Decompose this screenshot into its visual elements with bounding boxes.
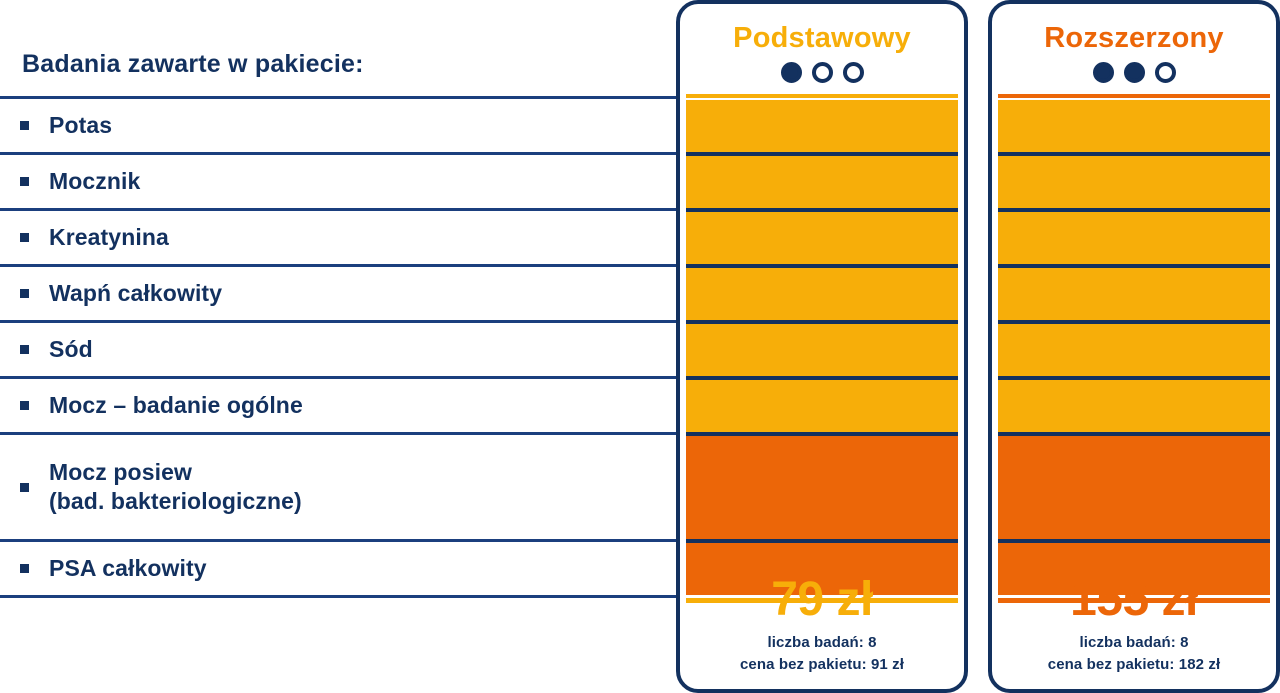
bar-divider — [686, 152, 958, 156]
bar-divider — [998, 432, 1270, 436]
list-divider — [0, 96, 676, 99]
test-list: Potas Mocznik Kreatynina Wapń całkowity Sód M… — [0, 96, 676, 598]
level-dot-filled-icon — [780, 62, 802, 83]
package-bars-basic — [686, 100, 958, 595]
package-bar — [998, 100, 1270, 152]
bar-divider — [686, 376, 958, 380]
package-regular-price-basic: cena bez pakietu: 91 zł — [739, 655, 905, 673]
package-bar — [998, 436, 1270, 539]
bullet-icon — [20, 121, 29, 130]
list-item: Kreatynina — [0, 211, 676, 264]
bar-divider — [686, 539, 958, 543]
bar-divider — [998, 539, 1270, 543]
package-title-extended: Rozszerzony — [1044, 22, 1224, 54]
bar-divider — [998, 208, 1270, 212]
package-bar — [998, 380, 1270, 432]
list-item: Mocz – badanie ogólne — [0, 379, 676, 432]
package-tests-count-extended: liczba badań: 8 — [1079, 634, 1189, 651]
package-bar — [998, 156, 1270, 208]
bar-divider — [998, 264, 1270, 268]
level-dot-empty-icon — [842, 62, 864, 83]
package-footer-extended: 155 zł liczba badań: 8 cena bez pakietu:… — [992, 564, 1276, 689]
package-bar — [998, 268, 1270, 320]
bar-divider — [686, 320, 958, 324]
package-bar — [686, 543, 958, 595]
package-bar — [686, 324, 958, 376]
footer-separator-extended — [998, 598, 1270, 603]
package-bar — [686, 212, 958, 264]
package-price-basic: 79 zł — [771, 573, 873, 626]
package-bar — [998, 324, 1270, 376]
list-item: Mocz posiew (bad. bakteriologiczne) — [0, 435, 676, 539]
header-separator-extended — [998, 94, 1270, 98]
bar-divider — [998, 320, 1270, 324]
package-header-basic: Podstawowy — [680, 4, 964, 96]
package-bar — [686, 268, 958, 320]
package-bar — [998, 212, 1270, 264]
list-item-label: Mocznik — [49, 168, 141, 195]
package-bar — [998, 543, 1270, 595]
bar-divider — [998, 152, 1270, 156]
package-bars-extended — [998, 100, 1270, 595]
page-title: Badania zawarte w pakiecie: — [22, 50, 364, 78]
package-regular-price-extended: cena bez pakietu: 182 zł — [1047, 655, 1221, 673]
list-item: Potas — [0, 99, 676, 152]
test-list-panel: Badania zawarte w pakiecie: Potas Mocznik… — [0, 50, 676, 598]
list-item: PSA całkowity — [0, 542, 676, 595]
bullet-icon — [20, 482, 29, 492]
list-divider — [0, 432, 676, 435]
list-divider — [0, 152, 676, 155]
package-bar — [686, 100, 958, 152]
list-item-label: Potas — [49, 112, 113, 139]
list-item-label: Sód — [49, 336, 93, 363]
package-bar — [686, 380, 958, 432]
list-item: Sód — [0, 323, 676, 376]
bullet-icon — [20, 345, 29, 354]
list-item-label: PSA całkowity — [49, 555, 207, 582]
bar-divider — [998, 376, 1270, 380]
package-bar — [686, 436, 958, 539]
package-card-basic[interactable]: Podstawowy 79 zł liczba badań: 8 cena be… — [676, 0, 968, 693]
list-divider — [0, 539, 676, 542]
level-dot-empty-icon — [1154, 62, 1176, 83]
list-item: Wapń całkowity — [0, 267, 676, 320]
header-separator-basic — [686, 94, 958, 98]
list-divider — [0, 264, 676, 267]
bar-divider — [686, 264, 958, 268]
list-divider — [0, 208, 676, 211]
bar-divider — [686, 208, 958, 212]
package-footer-basic: 79 zł liczba badań: 8 cena bez pakietu: … — [680, 564, 964, 689]
bullet-icon — [20, 233, 29, 242]
level-dot-filled-icon — [1092, 62, 1114, 83]
package-title-basic: Podstawowy — [733, 22, 911, 54]
list-divider — [0, 320, 676, 323]
bullet-icon — [20, 401, 29, 410]
footer-separator-basic — [686, 598, 958, 603]
package-bar — [686, 156, 958, 208]
list-divider — [0, 376, 676, 379]
package-tests-count-basic: liczba badań: 8 — [767, 634, 877, 651]
package-card-extended[interactable]: Rozszerzony 155 zł liczba badań: 8 cena … — [988, 0, 1280, 693]
bullet-icon — [20, 289, 29, 298]
package-level-dots-extended — [992, 62, 1276, 83]
list-item-label: Kreatynina — [49, 224, 169, 251]
package-level-dots-basic — [680, 62, 964, 83]
level-dot-filled-icon — [1123, 62, 1145, 83]
bar-divider — [686, 432, 958, 436]
list-divider — [0, 595, 676, 598]
list-item-label: Wapń całkowity — [49, 280, 223, 307]
package-header-extended: Rozszerzony — [992, 4, 1276, 96]
package-price-extended: 155 zł — [1070, 573, 1198, 626]
list-item: Mocznik — [0, 155, 676, 208]
bullet-icon — [20, 177, 29, 186]
bullet-icon — [20, 564, 29, 573]
list-item-label: Mocz posiew (bad. bakteriologiczne) — [49, 459, 302, 514]
list-item-label: Mocz – badanie ogólne — [49, 392, 303, 419]
level-dot-empty-icon — [811, 62, 833, 83]
